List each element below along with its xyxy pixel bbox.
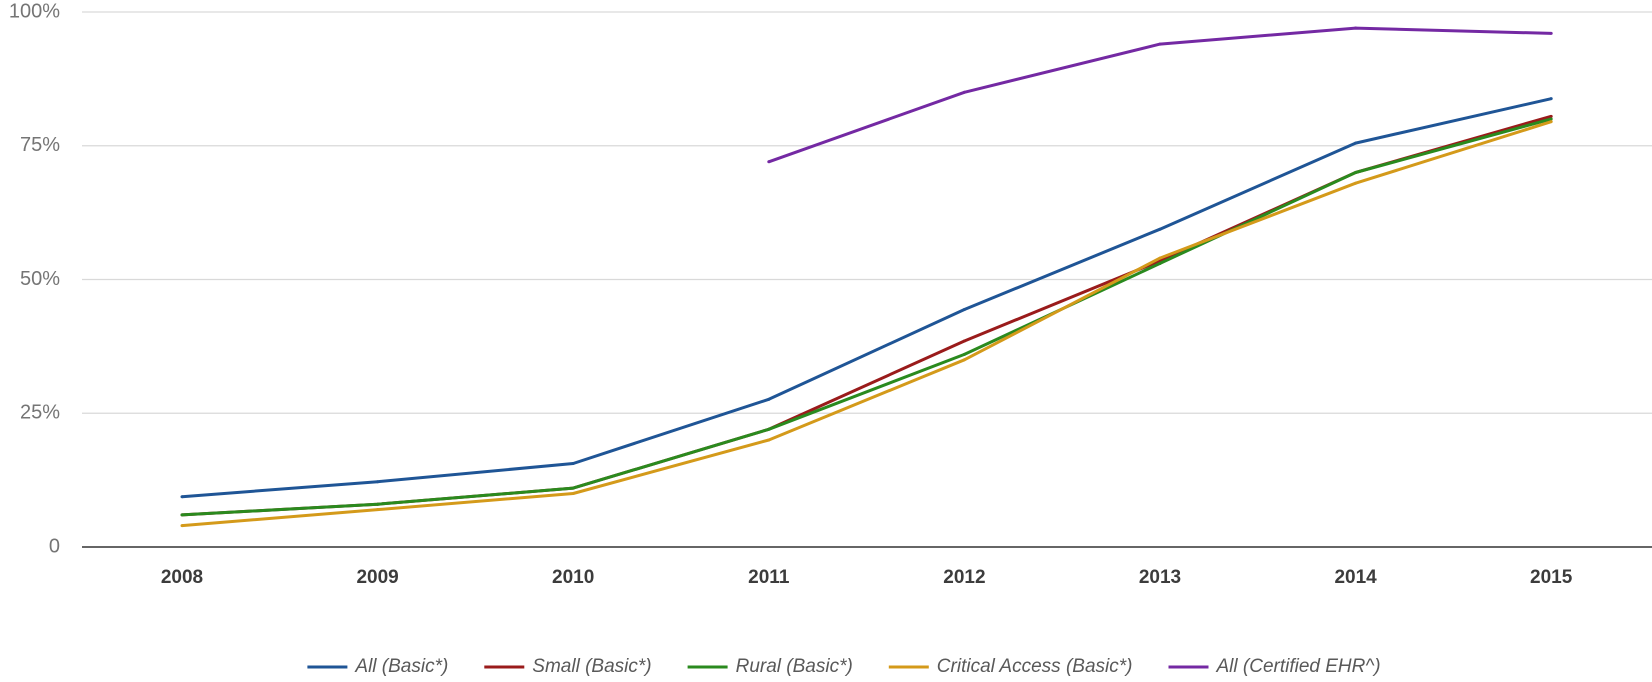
legend: All (Basic*) Small (Basic*) Rural (Basic*)…	[307, 656, 1381, 677]
legend-label: All (Basic*)	[354, 656, 448, 677]
legend-label: Small (Basic*)	[532, 656, 651, 677]
data-point	[767, 427, 771, 431]
data-point	[962, 358, 966, 362]
legend-label: Critical Access (Basic*)	[937, 656, 1133, 677]
x-tick-label: 2013	[1139, 567, 1181, 588]
data-point	[767, 397, 771, 401]
data-point	[962, 352, 966, 356]
x-tick-label: 2011	[748, 567, 790, 588]
data-point	[962, 307, 966, 311]
data-point	[571, 486, 575, 490]
data-point	[962, 339, 966, 343]
data-point	[180, 495, 184, 499]
y-axis: 0 25% 50% 75% 100%	[9, 0, 60, 557]
x-tick-label: 2010	[552, 567, 594, 588]
x-tick-label: 2009	[356, 567, 398, 588]
data-point	[1549, 31, 1553, 35]
x-axis: 2008 2009 2010 2011 2012 2013 2014 2015	[82, 546, 1652, 588]
data-point	[571, 462, 575, 466]
data-point	[1158, 227, 1162, 231]
y-tick-label: 100%	[9, 0, 60, 22]
data-point	[571, 492, 575, 495]
legend-item: Rural (Basic*)	[687, 656, 853, 677]
series-line	[181, 120, 1552, 528]
legend-item: All (Basic*)	[307, 656, 448, 677]
series-line	[768, 26, 1552, 164]
series-all-certified-ehr	[767, 26, 1553, 164]
data-point	[1354, 26, 1358, 30]
legend-label: All (Certified EHR^)	[1216, 656, 1381, 677]
data-point	[1549, 114, 1553, 118]
series-line	[181, 117, 1552, 517]
y-tick-label: 50%	[20, 268, 60, 290]
data-point	[1158, 42, 1162, 46]
x-tick-label: 2014	[1334, 567, 1377, 588]
data-point	[1549, 117, 1553, 121]
x-tick-label: 2015	[1530, 567, 1573, 588]
data-point	[962, 90, 966, 94]
data-point	[1549, 97, 1553, 101]
data-point	[180, 513, 184, 517]
x-tick-label: 2012	[943, 567, 985, 588]
legend-item: Small (Basic*)	[484, 656, 652, 677]
data-point	[376, 502, 380, 506]
series-critical-access-basic	[180, 120, 1553, 528]
data-point	[1549, 120, 1553, 124]
y-tick-label: 25%	[20, 402, 60, 424]
series-rural-basic	[180, 117, 1553, 517]
data-point	[767, 438, 771, 442]
x-tick-label: 2008	[161, 567, 203, 588]
data-point	[1354, 141, 1358, 145]
data-point	[376, 508, 380, 512]
legend-item: All (Certified EHR^)	[1168, 656, 1381, 677]
data-point	[1158, 261, 1162, 265]
y-tick-label: 75%	[20, 134, 60, 156]
data-point	[1354, 181, 1358, 185]
series-all-basic	[180, 97, 1553, 499]
y-tick-label: 0	[49, 535, 60, 557]
legend-item: Critical Access (Basic*)	[888, 656, 1133, 677]
data-point	[1354, 171, 1358, 174]
series-line	[181, 97, 1552, 499]
legend-label: Rural (Basic*)	[736, 656, 853, 677]
data-point	[376, 480, 380, 484]
data-point	[767, 160, 771, 164]
data-point	[180, 524, 184, 528]
data-point	[1158, 256, 1162, 260]
plot-area	[180, 26, 1553, 528]
grid-layer	[82, 11, 1652, 414]
